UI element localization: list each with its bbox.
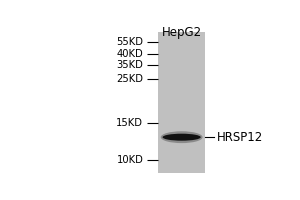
Text: 25KD: 25KD	[116, 74, 143, 84]
Text: 55KD: 55KD	[116, 37, 143, 47]
Text: 10KD: 10KD	[116, 155, 143, 165]
Text: 35KD: 35KD	[116, 60, 143, 70]
Bar	[158, 32, 205, 173]
Ellipse shape	[161, 131, 202, 143]
Ellipse shape	[163, 134, 201, 141]
Text: HepG2: HepG2	[162, 26, 202, 39]
Text: 15KD: 15KD	[116, 118, 143, 128]
Text: HRSP12: HRSP12	[217, 131, 263, 144]
Text: 40KD: 40KD	[116, 49, 143, 59]
